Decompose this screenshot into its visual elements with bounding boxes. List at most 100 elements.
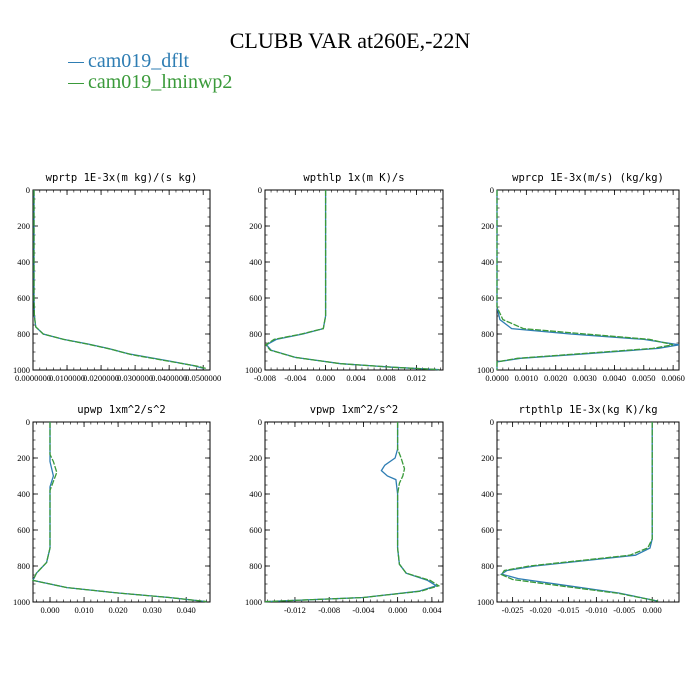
x-tick-label: -0.025 bbox=[502, 605, 524, 615]
x-tick-label: -0.004 bbox=[352, 605, 375, 615]
legend-label-lminwp2: cam019_lminwp2 bbox=[88, 71, 233, 93]
x-tick-label: -0.008 bbox=[318, 605, 340, 615]
y-tick-label: 400 bbox=[249, 489, 262, 499]
x-tick-label: 0.0020 bbox=[544, 373, 567, 383]
x-tick-label: 0.004 bbox=[422, 605, 442, 615]
y-tick-label: 400 bbox=[481, 489, 494, 499]
y-tick-label: 800 bbox=[17, 329, 30, 339]
x-tick-label: -0.020 bbox=[530, 605, 552, 615]
x-tick-label: -0.008 bbox=[254, 373, 276, 383]
y-tick-label: 0 bbox=[258, 185, 262, 195]
y-tick-label: 800 bbox=[17, 561, 30, 571]
y-tick-label: 400 bbox=[17, 489, 30, 499]
panel-title: wprcp 1E-3x(m/s) (kg/kg) bbox=[512, 172, 664, 184]
page-title: CLUBB VAR at260E,-22N bbox=[229, 28, 471, 53]
y-tick-label: 800 bbox=[249, 329, 262, 339]
y-tick-label: 0 bbox=[26, 185, 30, 195]
y-tick-label: 400 bbox=[17, 257, 30, 267]
y-tick-label: 200 bbox=[17, 221, 30, 231]
series-line-dflt bbox=[265, 190, 440, 371]
panel-4: upwp 1xm^2/s^2 0 200 400 600 800 1000 0.000 0.01… bbox=[13, 404, 211, 615]
y-tick-label: 600 bbox=[249, 293, 262, 303]
y-tick-label: 0 bbox=[490, 417, 494, 427]
panel-3: wprcp 1E-3x(m/s) (kg/kg) 0 200 400 600 800 100… bbox=[477, 172, 685, 383]
x-tick-label: 0.040 bbox=[177, 605, 196, 615]
x-tick-label: 0.0000 bbox=[485, 373, 508, 383]
panel-6: rtpthlp 1E-3x(kg K)/kg02004006008001000-… bbox=[477, 404, 680, 615]
plot-frame bbox=[32, 189, 211, 371]
x-tick-label: 0.012 bbox=[407, 373, 426, 383]
legend-line-dflt bbox=[68, 61, 84, 64]
series-line-dflt bbox=[32, 422, 207, 603]
x-tick-label: 0.0000000 bbox=[15, 373, 51, 383]
panel-title: upwp 1xm^2/s^2 bbox=[77, 404, 166, 416]
plot-frame bbox=[496, 189, 680, 371]
y-tick-label: 600 bbox=[17, 525, 30, 535]
x-tick-label: 0.000 bbox=[388, 605, 407, 615]
y-tick-label: 1000 bbox=[477, 365, 494, 375]
y-tick-label: 400 bbox=[249, 257, 262, 267]
x-tick-label: 0.0040 bbox=[603, 373, 626, 383]
y-tick-label: 200 bbox=[481, 221, 494, 231]
x-tick-label: 0.000 bbox=[643, 605, 662, 615]
x-tick-label: 0.000 bbox=[40, 605, 59, 615]
x-tick-label: 0.000 bbox=[316, 373, 335, 383]
series-line-lminwp2 bbox=[500, 422, 658, 602]
panel-title: rtpthlp 1E-3x(kg K)/kg bbox=[518, 404, 657, 416]
panel-5: vpwp 1xm^2/s^2 0 200 400 600 800 1000 -0.012 -0.… bbox=[245, 404, 444, 615]
panel-title: vpwp 1xm^2/s^2 bbox=[310, 404, 399, 416]
series-line-dflt bbox=[33, 190, 204, 369]
panel-1: wprtp 1E-3x(m kg)/(s kg) 0 200 400 600 800 100… bbox=[13, 172, 221, 383]
x-tick-label: 0.0100000 bbox=[49, 373, 85, 383]
series-line-lminwp2 bbox=[264, 422, 441, 603]
y-tick-label: 600 bbox=[481, 525, 494, 535]
y-tick-label: 0 bbox=[258, 417, 262, 427]
y-tick-label: 0 bbox=[26, 417, 30, 427]
y-tick-label: 0 bbox=[490, 185, 494, 195]
y-tick-label: 400 bbox=[481, 257, 494, 267]
y-tick-label: 800 bbox=[481, 329, 494, 339]
x-tick-label: 0.0300000 bbox=[117, 373, 153, 383]
series-line-lminwp2 bbox=[32, 422, 207, 603]
panel-title: wpthlp 1x(m K)/s bbox=[303, 172, 404, 184]
x-tick-label: 0.0060 bbox=[661, 373, 684, 383]
x-tick-label: -0.010 bbox=[585, 605, 607, 615]
series-line-dflt bbox=[496, 190, 680, 370]
x-tick-label: -0.005 bbox=[613, 605, 635, 615]
plot-frame bbox=[264, 189, 444, 371]
panel-title: wprtp 1E-3x(m kg)/(s kg) bbox=[46, 172, 198, 184]
plot-frame bbox=[32, 421, 211, 603]
x-tick-label: -0.004 bbox=[284, 373, 307, 383]
x-tick-label: 0.020 bbox=[109, 605, 128, 615]
legend-item-lminwp2: cam019_lminwp2 bbox=[68, 71, 232, 94]
y-tick-label: 600 bbox=[481, 293, 494, 303]
y-tick-label: 600 bbox=[17, 293, 30, 303]
x-tick-label: 0.0030 bbox=[573, 373, 596, 383]
x-tick-label: 0.0050 bbox=[632, 373, 655, 383]
series-line-dflt bbox=[499, 422, 658, 602]
y-tick-label: 600 bbox=[249, 525, 262, 535]
series-line-lminwp2 bbox=[496, 190, 674, 370]
x-tick-label: -0.015 bbox=[557, 605, 579, 615]
y-tick-label: 800 bbox=[481, 561, 494, 571]
x-tick-label: 0.0010 bbox=[515, 373, 538, 383]
x-tick-label: 0.008 bbox=[377, 373, 396, 383]
x-tick-label: 0.030 bbox=[143, 605, 162, 615]
x-tick-label: 0.010 bbox=[74, 605, 93, 615]
y-tick-label: 200 bbox=[17, 453, 30, 463]
x-tick-label: 0.004 bbox=[346, 373, 366, 383]
x-tick-label: 0.0400000 bbox=[151, 373, 187, 383]
y-tick-label: 200 bbox=[249, 453, 262, 463]
x-tick-label: 0.0200000 bbox=[83, 373, 119, 383]
y-tick-label: 200 bbox=[481, 453, 494, 463]
y-tick-label: 1000 bbox=[477, 597, 494, 607]
panel-2: wpthlp 1x(m K)/s 0 200 400 600 800 1000-0.008-… bbox=[245, 172, 444, 383]
series-line-lminwp2 bbox=[264, 190, 440, 371]
plot-frame bbox=[264, 421, 444, 603]
legend-label-dflt: cam019_dflt bbox=[88, 50, 190, 72]
y-tick-label: 800 bbox=[249, 561, 262, 571]
y-tick-label: 1000 bbox=[245, 597, 262, 607]
x-tick-label: -0.012 bbox=[284, 605, 306, 615]
legend-item-dflt: cam019_dflt bbox=[68, 50, 189, 73]
